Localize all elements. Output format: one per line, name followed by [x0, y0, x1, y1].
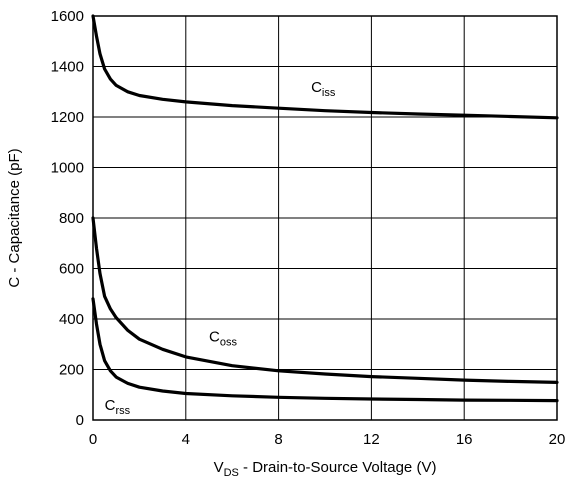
y-tick-label: 200: [59, 362, 84, 379]
y-tick-label: 1200: [51, 109, 84, 126]
y-tick-label: 1000: [51, 160, 84, 177]
x-tick-label: 0: [89, 431, 97, 448]
x-tick-label: 16: [456, 431, 473, 448]
x-tick-label: 12: [363, 431, 380, 448]
series-line-ciss: [91, 14, 559, 120]
y-tick-label: 400: [59, 311, 84, 328]
curves: [91, 14, 559, 403]
y-tick-label: 600: [59, 261, 84, 278]
x-tick-label: 8: [274, 431, 282, 448]
grid-lines: [92, 15, 558, 421]
series-label-ciss: Ciss: [311, 79, 336, 99]
series-label-coss: Coss: [209, 329, 237, 349]
y-axis-title: C - Capacitance (pF): [6, 148, 23, 287]
y-tick-label: 1600: [51, 8, 84, 25]
y-tick-label: 800: [59, 210, 84, 227]
x-tick-label: 20: [549, 431, 566, 448]
x-axis-title: VDS - Drain-to-Source Voltage (V): [214, 459, 437, 479]
y-tick-label: 0: [76, 412, 84, 429]
series-label-crss: Crss: [105, 397, 131, 417]
series-labels: Ciss Coss Crss: [105, 79, 336, 417]
x-tick-label: 4: [182, 431, 190, 448]
plot-frame: [92, 15, 558, 421]
series-line-crss: [91, 297, 559, 403]
y-tick-label: 1400: [51, 59, 84, 76]
series-line-coss: [91, 216, 559, 384]
